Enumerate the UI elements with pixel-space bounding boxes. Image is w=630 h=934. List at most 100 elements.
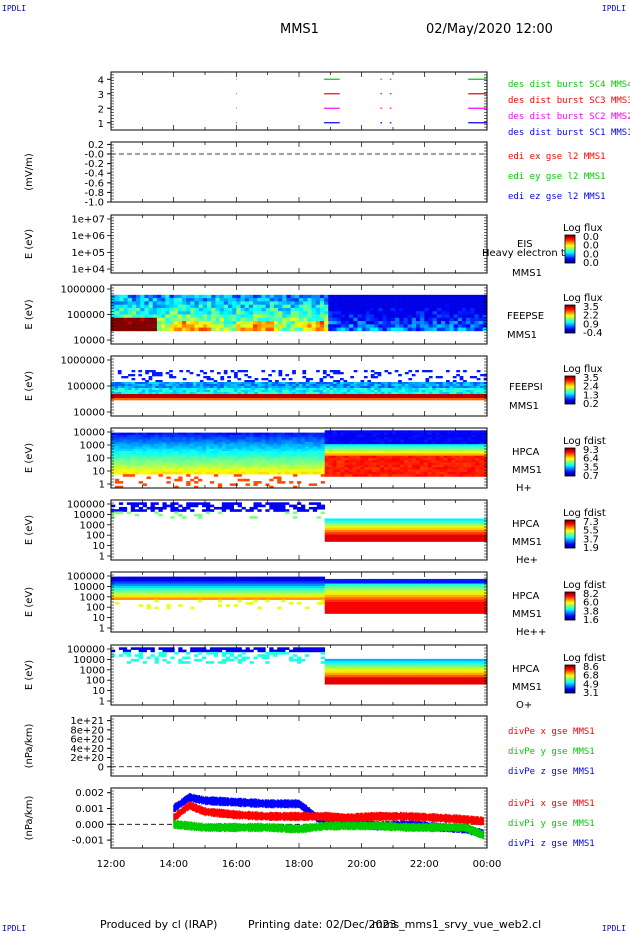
spectro-cell xyxy=(340,458,345,461)
spectro-cell xyxy=(152,384,156,387)
spectro-cell xyxy=(142,504,147,508)
spectro-cell xyxy=(142,464,147,468)
spectro-cell xyxy=(415,324,421,328)
spectro-cell xyxy=(170,455,175,459)
spectro-cell xyxy=(213,394,218,397)
spectro-cell xyxy=(138,388,143,391)
spectro-cell xyxy=(459,471,464,475)
spectro-cell xyxy=(216,396,221,399)
spectro-cell xyxy=(312,444,318,447)
spectro-cell xyxy=(340,301,346,305)
colorbar-cell xyxy=(565,252,575,254)
spectro-cell xyxy=(399,464,405,468)
spectro-cell xyxy=(387,390,392,393)
spectro-cell xyxy=(332,455,337,459)
spectro-cell xyxy=(302,386,307,389)
spectro-cell xyxy=(152,307,158,312)
spectro-cell xyxy=(216,386,221,389)
spectro-cell xyxy=(348,467,353,470)
spectro-cell xyxy=(428,398,433,401)
spectro-cell xyxy=(407,294,413,299)
spectro-cell xyxy=(158,506,163,510)
spectro-cell xyxy=(344,453,349,456)
spectro-cell xyxy=(428,390,433,393)
spectro-cell xyxy=(257,462,262,466)
spectro-cell xyxy=(150,502,155,505)
spectro-cell xyxy=(376,432,381,436)
spectro-cell xyxy=(261,298,266,302)
spectro-cell xyxy=(407,474,413,477)
spectro-cell xyxy=(289,471,294,475)
spectro-cell xyxy=(166,444,171,447)
spectro-cell xyxy=(257,464,262,468)
spectro-cell xyxy=(213,469,219,473)
spectro-cell xyxy=(203,394,208,397)
spectro-cell xyxy=(449,392,454,395)
spectro-cell xyxy=(134,441,140,445)
spectro-cell xyxy=(315,317,321,322)
spectro-cell xyxy=(445,380,450,383)
y-tick-label-5: 10 xyxy=(92,467,105,478)
spectro-cell xyxy=(244,294,250,299)
spectro-cell xyxy=(190,317,195,322)
spectro-cell xyxy=(329,394,334,397)
spectro-cell xyxy=(439,392,443,395)
spectro-cell xyxy=(346,396,351,399)
spectro-cell xyxy=(140,298,145,302)
spectro-cell xyxy=(328,534,333,538)
spectro-cell xyxy=(398,386,402,389)
spectro-cell xyxy=(127,294,133,299)
spectro-cell xyxy=(360,467,365,470)
spectro-cell xyxy=(155,380,160,383)
spectro-cell xyxy=(384,527,389,531)
spectro-cell xyxy=(319,386,324,389)
spectro-cell xyxy=(364,523,369,526)
spectro-cell xyxy=(155,374,160,377)
spectro-cell xyxy=(392,534,397,538)
spectro-cell xyxy=(111,446,116,450)
spectro-cell xyxy=(380,539,385,542)
spectro-cell xyxy=(285,441,290,445)
spectro-cell xyxy=(169,324,174,328)
spectro-cell xyxy=(152,390,156,393)
spectro-cell xyxy=(324,321,329,325)
spectro-cell xyxy=(134,392,139,395)
spectro-cell xyxy=(182,294,187,299)
spectro-cell xyxy=(449,301,454,305)
spectro-cell xyxy=(236,327,241,332)
spectro-cell xyxy=(123,298,129,302)
spectro-cell xyxy=(456,386,460,389)
spectro-cell xyxy=(165,384,170,387)
spectro-cell xyxy=(282,304,287,309)
spectro-cell xyxy=(386,327,392,332)
spectro-cell xyxy=(455,444,460,447)
spectro-cell xyxy=(340,432,345,436)
colorbar-cell xyxy=(565,307,575,309)
spectro-cell xyxy=(395,439,401,443)
spectro-cell xyxy=(374,311,379,315)
spectro-cell xyxy=(399,532,405,535)
spectro-cell xyxy=(216,390,221,393)
spectro-cell xyxy=(207,304,212,309)
spacecraft-title: MMS1 xyxy=(280,22,319,37)
spectro-cell xyxy=(203,390,208,393)
spectro-cell xyxy=(349,304,354,309)
spectro-cell xyxy=(364,536,369,540)
spectro-cell xyxy=(432,304,438,309)
spectro-cell xyxy=(424,314,429,319)
spectro-cell xyxy=(121,390,125,393)
spectro-cell xyxy=(392,467,397,470)
spectro-cell xyxy=(370,317,375,322)
panel-right-label-3: MMS1 xyxy=(507,330,537,341)
colorbar-tick-label-5: 9.3 xyxy=(583,445,599,456)
spectro-cell xyxy=(186,469,191,473)
spectro-cell xyxy=(372,534,377,538)
spectro-cell xyxy=(219,294,225,299)
spectro-cell xyxy=(419,439,424,443)
spectro-cell xyxy=(261,455,266,459)
spectro-cell xyxy=(343,388,348,391)
spectro-cell xyxy=(382,294,388,299)
spectro-cell xyxy=(148,304,154,309)
spectro-cell xyxy=(435,469,440,473)
colorbar-cell xyxy=(565,471,575,473)
